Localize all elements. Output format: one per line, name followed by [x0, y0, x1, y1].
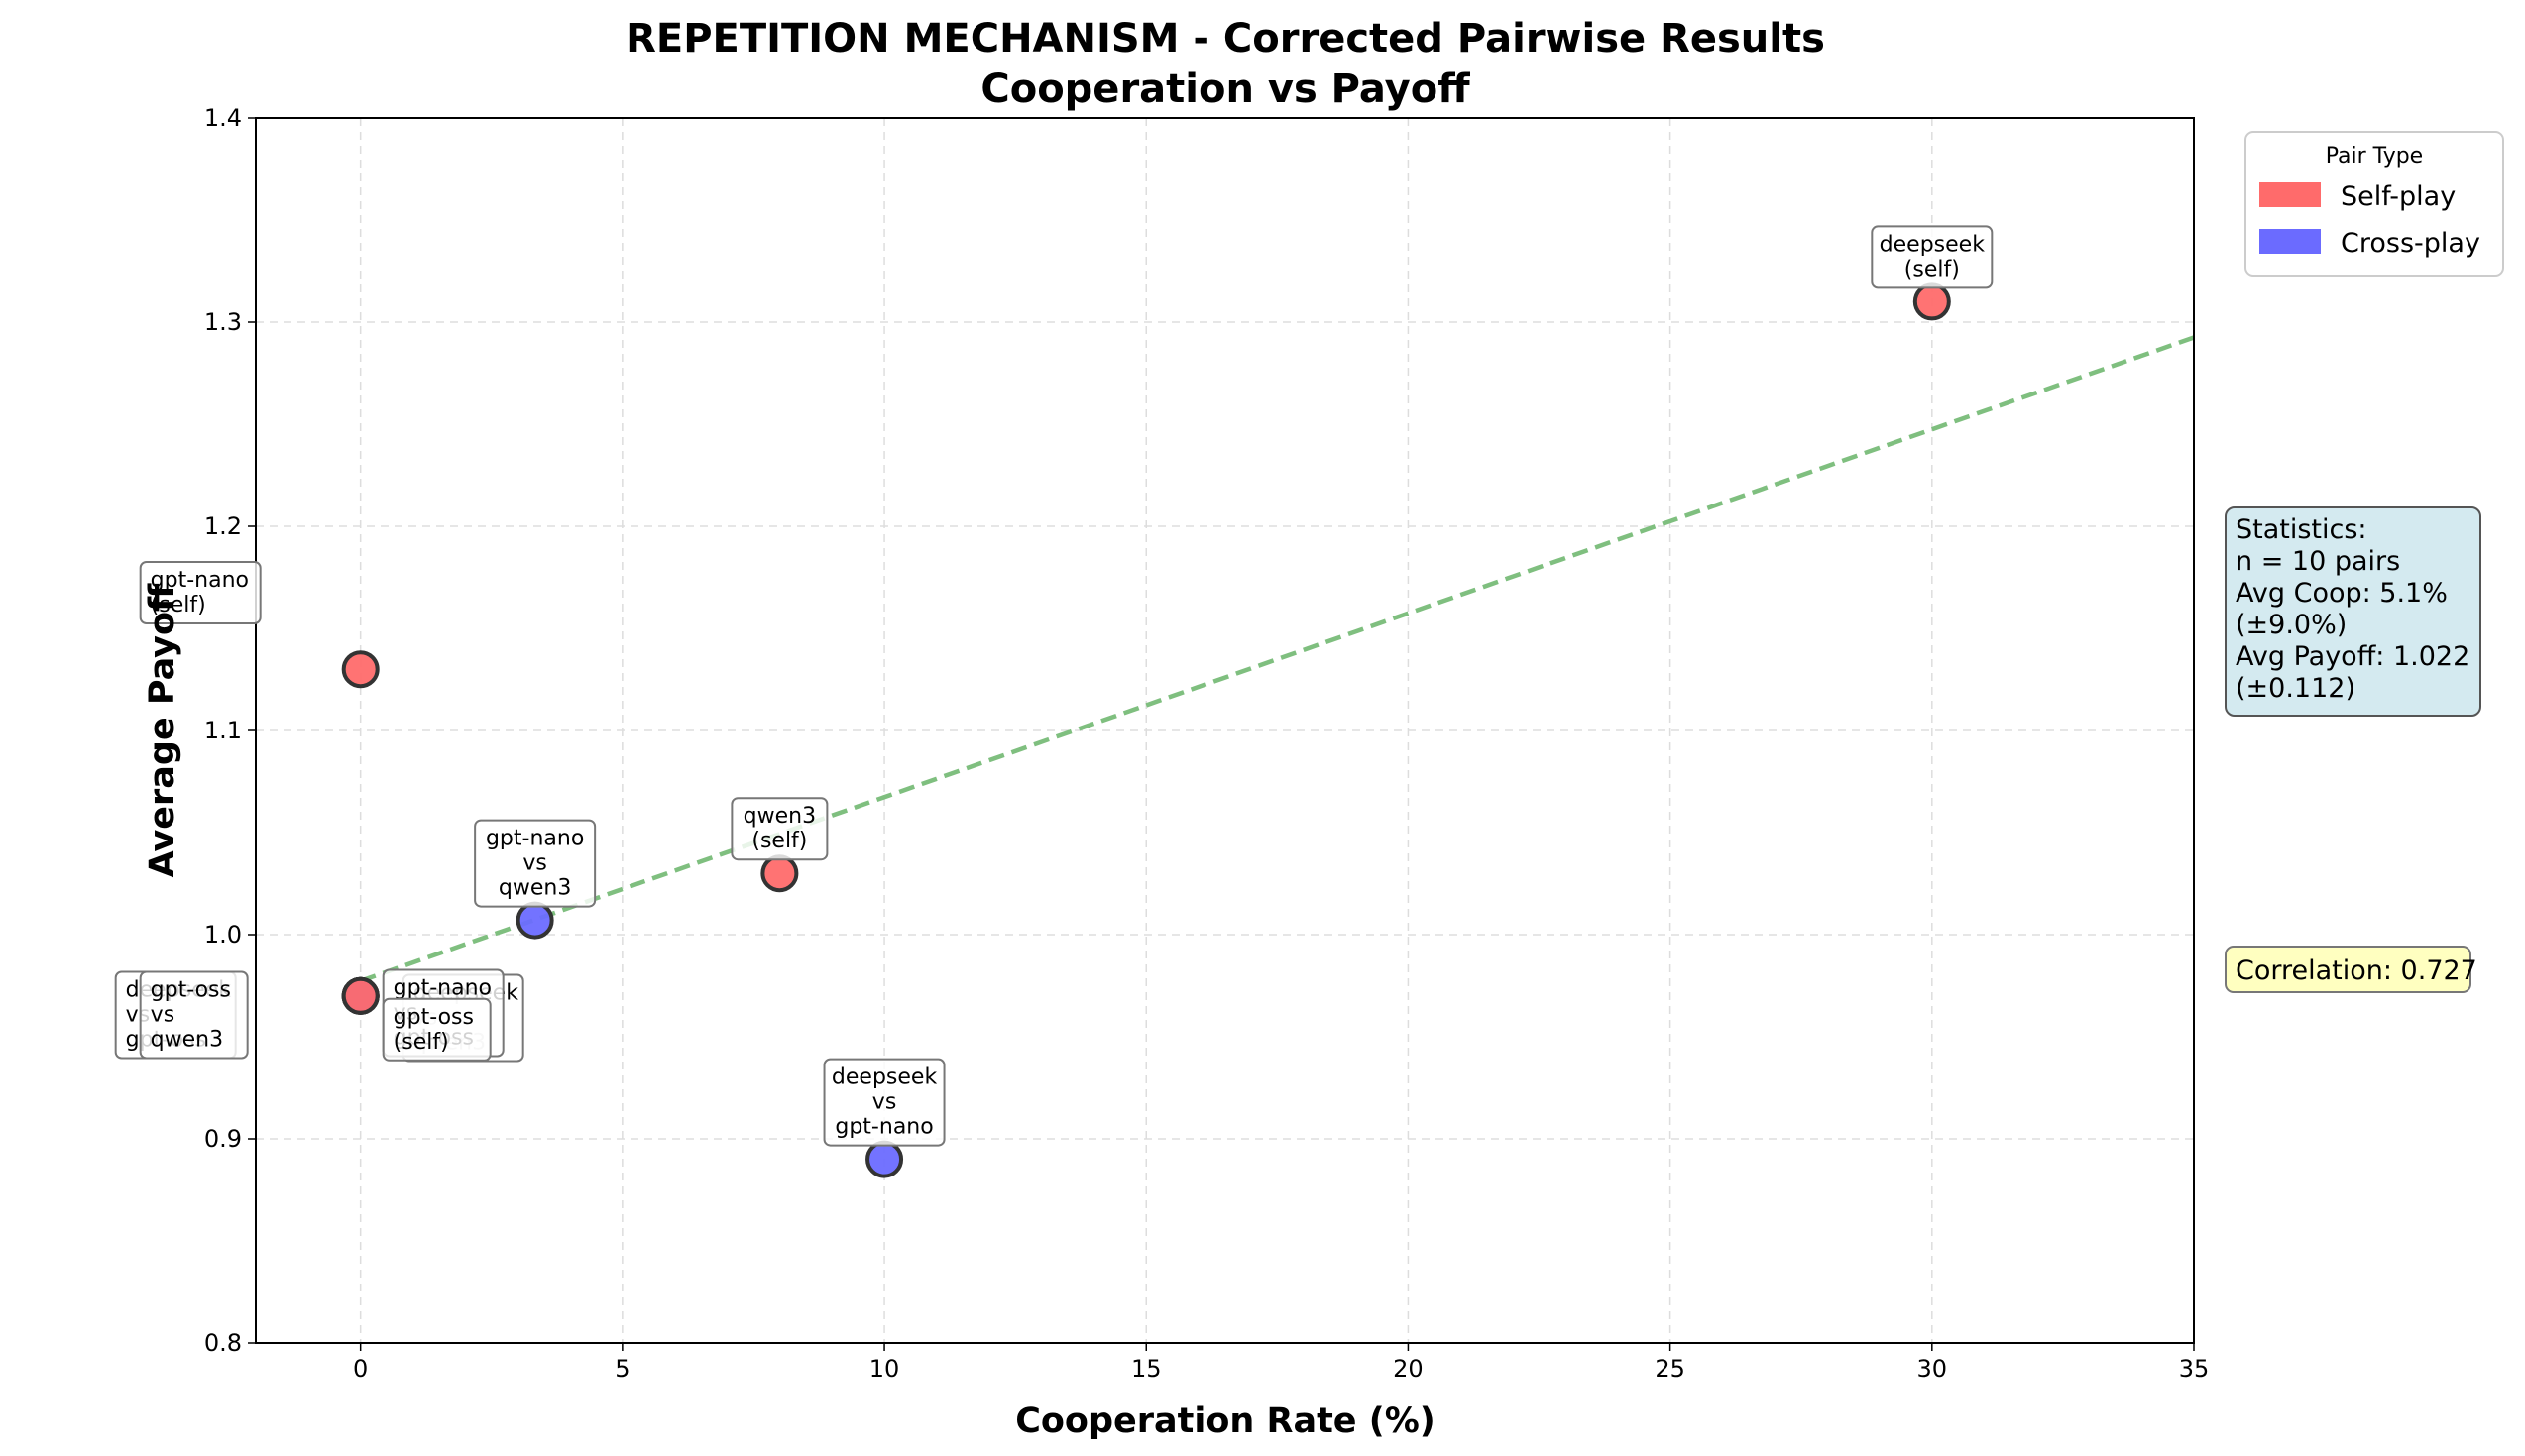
x-tick-label-0: 0: [353, 1355, 368, 1383]
annotation-text-9-0: gpt-oss: [394, 1005, 474, 1030]
point-9: [341, 976, 380, 1015]
legend-label-0: Self-play: [2341, 181, 2456, 212]
x-axis-label: Cooperation Rate (%): [1015, 1401, 1435, 1441]
point-annotation-9: gpt-oss(self): [382, 997, 492, 1062]
statistics-frame: [2225, 506, 2481, 717]
y-tick-label-5: 1.3: [204, 308, 242, 336]
y-tick-label-4: 1.2: [204, 512, 242, 540]
annotation-text-0-1: (self): [1904, 257, 1960, 281]
annotation-text-3-1: vs: [522, 851, 546, 876]
x-tick-label-2: 10: [869, 1355, 900, 1383]
x-tick-label-1: 5: [615, 1355, 630, 1383]
correlation-box: Correlation: 0.727: [2225, 946, 2477, 993]
x-tick-label-3: 15: [1131, 1355, 1162, 1383]
legend-swatch-0: [2259, 182, 2321, 207]
annotation-text-2-0: qwen3: [744, 804, 816, 829]
point-4: [865, 1140, 904, 1178]
chart-subtitle: Cooperation vs Payoff: [980, 66, 1470, 112]
y-tick-label-2: 1.0: [204, 921, 242, 949]
y-tick-label-1: 0.9: [204, 1125, 242, 1153]
annotation-text-4-1: vs: [872, 1090, 896, 1115]
statistics-line-1: n = 10 pairs: [2236, 546, 2400, 577]
point-1: [341, 650, 380, 689]
y-tick-label-3: 1.1: [204, 717, 242, 744]
x-tick-label-5: 25: [1655, 1355, 1685, 1383]
statistics-line-2: Avg Coop: 5.1%: [2236, 578, 2448, 609]
statistics-line-0: Statistics:: [2236, 514, 2367, 545]
correlation-text: Correlation: 0.727: [2236, 955, 2477, 986]
point-3: [516, 901, 554, 940]
statistics-line-5: (±0.112): [2236, 673, 2355, 704]
correlation-frame: [2225, 946, 2471, 993]
axis-ticks: 0 5 10 15 20 25 30 35 0.8 0.9 1.0 1.1 1.2 1.3 1.4: [204, 104, 2209, 1383]
annotation-text-0-0: deepseek: [1880, 232, 1986, 257]
annotation-text-4-2: gpt-nano: [835, 1115, 933, 1140]
annotation-text-6-2: qwen3: [151, 1028, 223, 1053]
plot-area-frame: [255, 117, 2195, 1344]
trendline: [359, 335, 2195, 983]
trendline-group: [359, 335, 2195, 983]
annotation-text-8-0: gpt-nano: [394, 976, 492, 1001]
x-tick-label-6: 30: [1917, 1355, 1948, 1383]
point-annotation-2: qwen3(self): [731, 797, 829, 861]
legend-swatch-1: [2259, 229, 2321, 254]
point-2: [760, 854, 799, 893]
annotation-text-3-0: gpt-nano: [486, 827, 584, 851]
x-tick-label-4: 20: [1393, 1355, 1424, 1383]
grid-lines: [256, 117, 2195, 1344]
annotation-text-1-1: (self): [151, 593, 206, 617]
annotation-text-3-2: qwen3: [499, 876, 571, 901]
annotation-text-6-1: vs: [151, 1003, 174, 1028]
annotation-text-2-1: (self): [751, 829, 807, 853]
point-0: [1912, 282, 1951, 321]
annotation-text-9-1: (self): [394, 1030, 449, 1055]
x-tick-label-7: 35: [2179, 1355, 2210, 1383]
y-tick-label-0: 0.8: [204, 1329, 242, 1357]
point-annotation-1: gpt-nano(self): [139, 561, 262, 624]
chart-title: REPETITION MECHANISM - Corrected Pairwis…: [626, 16, 1825, 61]
annotation-text-1-0: gpt-nano: [151, 568, 249, 593]
legend-title: Pair Type: [2326, 144, 2423, 168]
legend-label-1: Cross-play: [2341, 228, 2480, 259]
legend: Pair Type Self-play Cross-play: [2244, 131, 2504, 277]
annotation-text-4-0: deepseek: [832, 1065, 938, 1090]
point-annotation-0: deepseek(self): [1871, 225, 1994, 289]
y-tick-label-6: 1.4: [204, 104, 242, 132]
y-axis-label: Average Payoff: [143, 583, 182, 877]
statistics-line-3: (±9.0%): [2236, 610, 2347, 640]
annotation-text-6-0: gpt-oss: [151, 978, 231, 1003]
statistics-line-4: Avg Payoff: 1.022: [2236, 641, 2469, 672]
point-annotations: deepseek(self)gpt-nano(self)qwen3(self)g…: [114, 225, 1994, 1147]
